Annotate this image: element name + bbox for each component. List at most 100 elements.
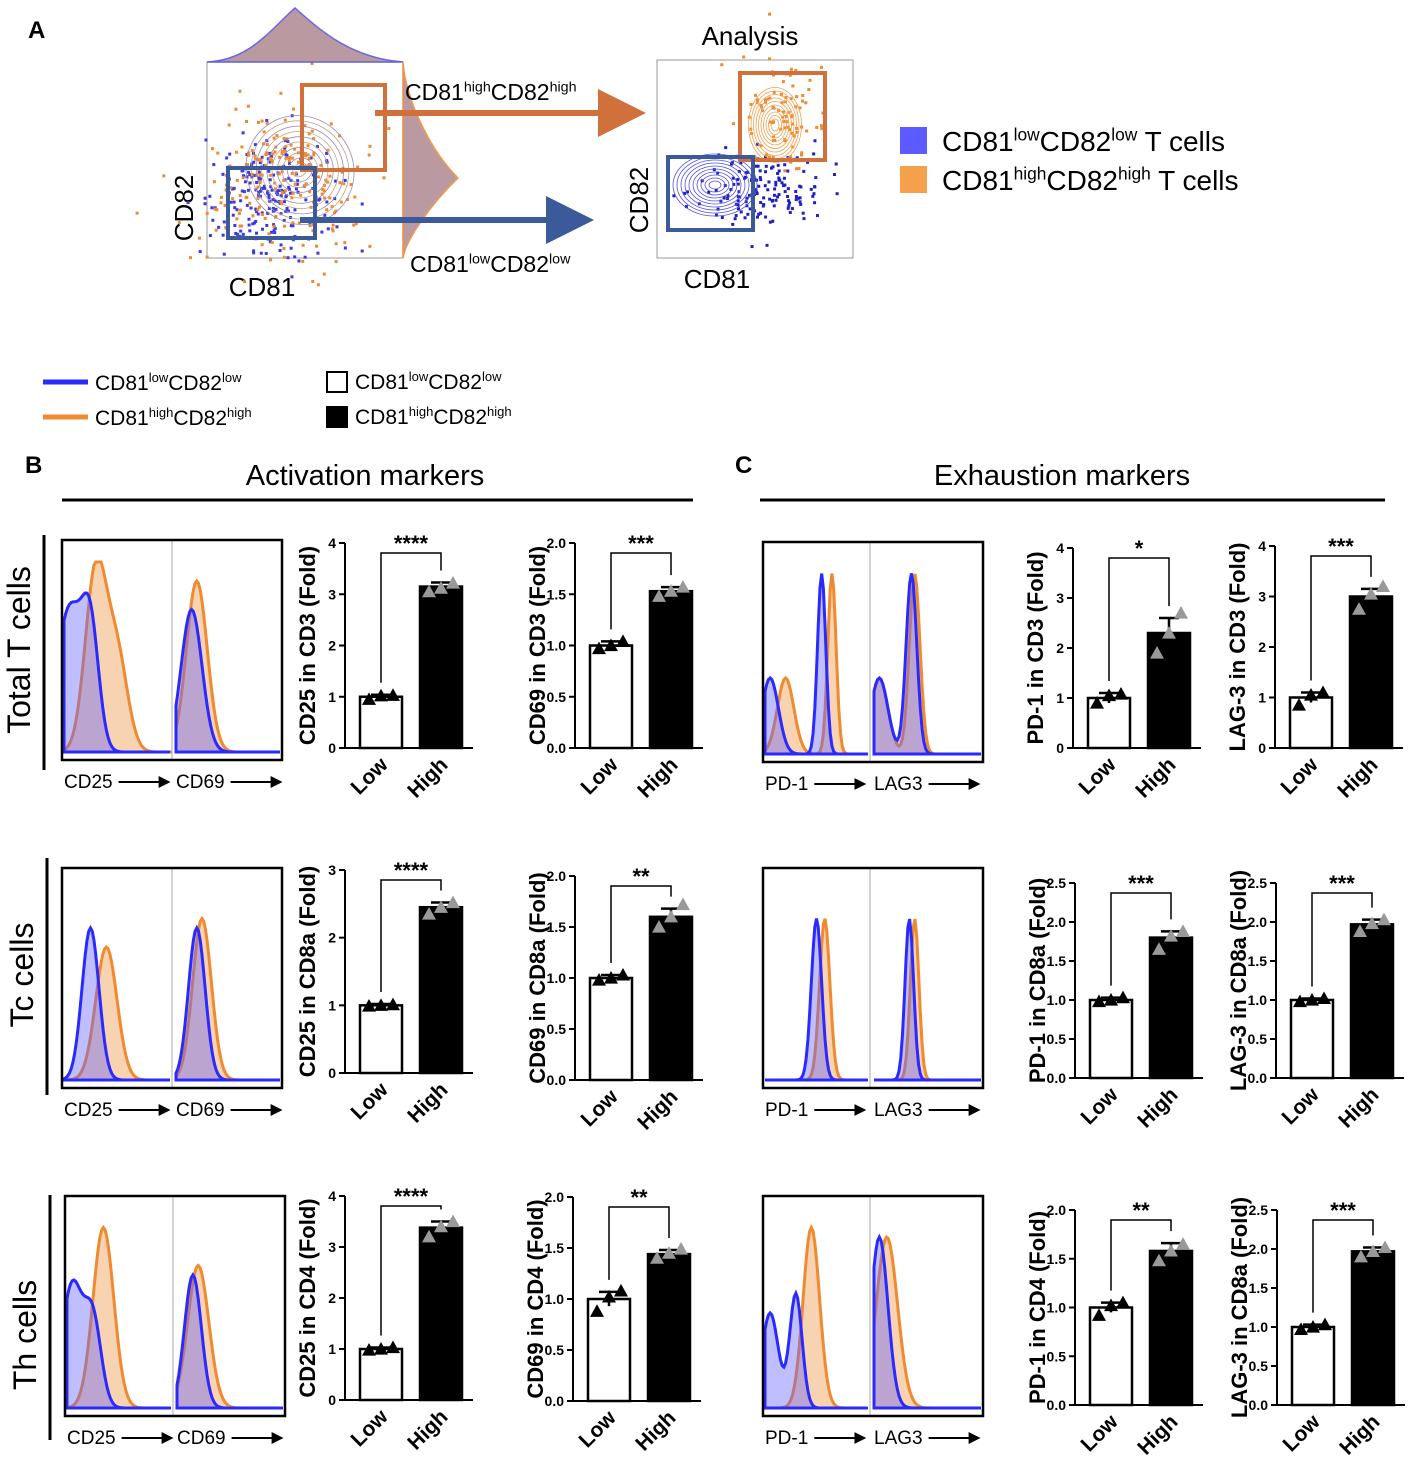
x-tick-label: High bbox=[403, 1078, 452, 1127]
bar bbox=[358, 1347, 404, 1402]
legend-label-part: CD81 bbox=[95, 372, 149, 395]
event-dot bbox=[289, 246, 293, 250]
event-dot bbox=[748, 207, 752, 211]
x-tick-label: High bbox=[633, 753, 682, 802]
histogram-axis-label: LAG3 bbox=[874, 1428, 923, 1449]
y-tick-label: 1.0 bbox=[1249, 1319, 1269, 1335]
event-dot bbox=[282, 137, 286, 141]
x-tick-label: Low bbox=[347, 1078, 393, 1124]
event-dot bbox=[773, 139, 777, 143]
event-dot bbox=[231, 197, 235, 201]
legend-label-part: high bbox=[1118, 163, 1151, 183]
contour bbox=[748, 87, 802, 163]
event-dot bbox=[237, 211, 241, 215]
event-dot bbox=[730, 162, 734, 166]
x-tick-label: High bbox=[1131, 753, 1180, 802]
event-dot bbox=[790, 207, 794, 211]
event-dot bbox=[240, 224, 244, 228]
gate-label-part: CD82 bbox=[491, 79, 550, 105]
x-tick-label: Low bbox=[575, 1406, 621, 1452]
data-point bbox=[650, 1251, 664, 1264]
event-dot bbox=[716, 171, 720, 175]
event-dot bbox=[746, 170, 750, 174]
event-dot bbox=[756, 98, 760, 102]
gate-high bbox=[300, 83, 387, 172]
event-dot bbox=[290, 171, 294, 175]
event-dot bbox=[222, 220, 226, 224]
event-dot bbox=[287, 159, 291, 163]
y-tick-label: 2.0 bbox=[547, 535, 567, 551]
data-point bbox=[1354, 1249, 1368, 1263]
histogram-axis-label: CD25 bbox=[64, 772, 113, 793]
data-point bbox=[652, 589, 666, 602]
event-dot bbox=[765, 243, 769, 247]
event-dot bbox=[794, 105, 798, 109]
event-dot bbox=[780, 181, 784, 185]
event-dot bbox=[768, 220, 772, 224]
y-axis-label: CD25 in CD4 (Fold) bbox=[295, 1198, 320, 1397]
bar bbox=[418, 905, 464, 1075]
event-dot bbox=[291, 191, 295, 195]
histogram-low bbox=[874, 918, 981, 1082]
legend-label-part: high bbox=[487, 404, 512, 419]
event-dot bbox=[726, 194, 730, 198]
y-tick-label: 0.0 bbox=[547, 740, 567, 756]
event-dot bbox=[766, 188, 770, 192]
event-dot bbox=[771, 219, 775, 223]
event-dot bbox=[328, 196, 332, 200]
event-dot bbox=[786, 206, 790, 210]
event-dot bbox=[262, 142, 266, 146]
contour bbox=[758, 101, 792, 149]
event-dot bbox=[316, 251, 320, 255]
event-dot bbox=[368, 144, 372, 148]
contour bbox=[680, 159, 750, 211]
contour bbox=[755, 97, 795, 153]
event-dot bbox=[759, 201, 763, 205]
contour bbox=[676, 156, 754, 214]
bar bbox=[588, 976, 634, 1082]
y-tick-label: 0.5 bbox=[547, 689, 567, 705]
data-point bbox=[1092, 1308, 1106, 1321]
bar bbox=[648, 915, 694, 1082]
event-dot bbox=[756, 164, 760, 168]
event-dot bbox=[293, 182, 297, 186]
significance-bracket bbox=[1312, 1219, 1374, 1313]
event-dot bbox=[283, 149, 287, 153]
data-point bbox=[362, 1343, 376, 1356]
event-dot bbox=[307, 132, 311, 136]
event-dot bbox=[262, 130, 266, 134]
event-dot bbox=[247, 170, 251, 174]
event-dot bbox=[280, 188, 284, 192]
gate-low bbox=[666, 155, 755, 232]
y-tick-label: 2.5 bbox=[1248, 875, 1268, 891]
event-dot bbox=[716, 207, 720, 211]
legend-label: CD81lowCD82low bbox=[95, 370, 242, 395]
histogram-frame bbox=[761, 866, 985, 1090]
event-dot bbox=[335, 225, 339, 229]
y-axis-label: LAG-3 in CD8a (Fold) bbox=[1227, 1197, 1252, 1418]
event-dot bbox=[764, 153, 768, 157]
event-dot bbox=[769, 166, 773, 170]
data-point bbox=[1364, 586, 1378, 600]
event-dot bbox=[749, 102, 753, 106]
significance-bracket bbox=[1110, 892, 1172, 986]
event-dot bbox=[777, 108, 781, 112]
event-dot bbox=[806, 160, 810, 164]
event-dot bbox=[717, 153, 721, 157]
contour bbox=[753, 94, 797, 156]
event-dot bbox=[289, 143, 293, 147]
event-dot bbox=[809, 187, 813, 191]
data-point bbox=[590, 1304, 604, 1317]
panel-label: A bbox=[28, 17, 45, 44]
event-dot bbox=[258, 181, 262, 185]
event-dot bbox=[233, 206, 237, 210]
event-dot bbox=[254, 207, 258, 211]
event-dot bbox=[322, 272, 326, 276]
histogram-axis-label: CD69 bbox=[176, 772, 225, 793]
event-dot bbox=[802, 217, 806, 221]
event-dot bbox=[265, 223, 269, 227]
y-tick-label: 0.0 bbox=[1249, 1397, 1269, 1413]
legend-label: CD81highCD82high T cells bbox=[942, 163, 1239, 196]
event-dot bbox=[808, 78, 812, 82]
